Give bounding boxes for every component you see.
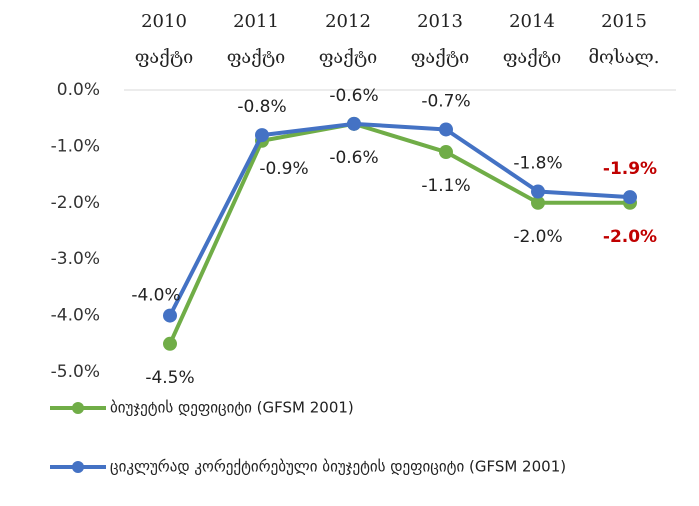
point: [163, 308, 177, 323]
y-tick-label: -1.0%: [51, 136, 100, 156]
data-label: -0.7%: [421, 91, 470, 111]
x-tick-label: ფაქტი: [135, 47, 193, 68]
x-tick-label: ფაქტი: [411, 47, 469, 68]
series-line: [168, 121, 631, 317]
point: [531, 184, 545, 199]
data-label: -0.9%: [259, 159, 308, 179]
point: [623, 190, 637, 205]
data-label: -0.8%: [237, 97, 286, 117]
y-tick-label: -3.0%: [51, 249, 100, 269]
data-label: -1.9%: [603, 159, 657, 179]
x-tick-label: 2011: [233, 11, 279, 32]
y-tick-label: 0.0%: [57, 80, 100, 100]
legend-marker: [72, 402, 84, 414]
legend-label: ციკლურად კორექტირებული ბიუჯეტის დეფიციტი…: [110, 458, 566, 476]
x-tick-label: 2015: [601, 11, 647, 32]
data-label: -2.0%: [513, 227, 562, 247]
legend-label: ბიუჯეტის დეფიციტი (GFSM 2001): [110, 399, 354, 417]
data-label: -4.5%: [145, 368, 194, 388]
point: [347, 116, 361, 131]
x-tick-label: ფაქტი: [503, 47, 561, 68]
data-label: -1.8%: [513, 154, 562, 174]
series-line: [168, 121, 630, 345]
legend-marker: [72, 461, 84, 473]
x-tick-label: ფაქტი: [319, 47, 377, 68]
y-tick-label: -2.0%: [51, 193, 100, 213]
data-label: -2.0%: [603, 227, 657, 247]
x-tick-label: 2012: [325, 11, 371, 32]
point: [439, 122, 453, 137]
x-tick-label: მოსალ.: [589, 47, 660, 68]
data-label: -1.1%: [421, 176, 470, 196]
x-tick-label: 2010: [141, 11, 187, 32]
x-tick-label: 2013: [417, 11, 463, 32]
point: [531, 195, 545, 210]
data-label: -0.6%: [329, 148, 378, 168]
x-tick-label: 2014: [509, 11, 555, 32]
y-tick-label: -4.0%: [51, 306, 100, 326]
x-tick-label: ფაქტი: [227, 47, 285, 68]
point: [439, 145, 453, 160]
point: [163, 336, 177, 351]
data-label: -4.0%: [131, 286, 180, 306]
y-tick-label: -5.0%: [51, 362, 100, 382]
data-label: -0.6%: [329, 86, 378, 106]
point: [255, 128, 269, 143]
